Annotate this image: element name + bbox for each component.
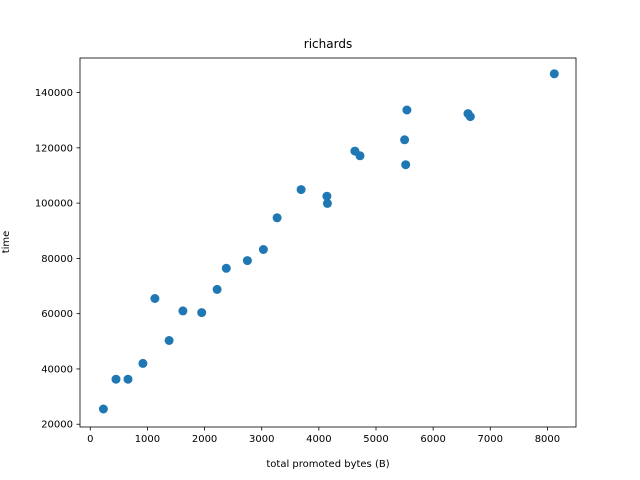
x-tick-label: 6000 [420,434,445,445]
x-tick-label: 4000 [306,434,331,445]
x-tick-label: 5000 [363,434,388,445]
y-tick-label: 120000 [35,143,73,154]
scatter-point-5 [164,336,174,345]
scatter-point-3 [138,358,148,368]
scatter-point-8 [212,284,222,294]
y-tick-label: 100000 [35,199,73,210]
y-axis-label: time [1,231,12,254]
y-tick-label: 60000 [41,309,73,320]
x-tick-label: 7000 [478,434,503,445]
scatter-point-7 [197,308,207,318]
y-tick-label: 140000 [35,88,73,99]
scatter-point-11 [258,245,268,254]
scatter-point-13 [296,185,306,195]
scatter-point-2 [123,374,133,384]
scatter-point-6 [178,306,188,316]
scatter-point-19 [401,160,411,170]
y-tick-label: 20000 [41,420,73,431]
scatter-point-0 [98,404,108,414]
y-tick-label: 80000 [41,254,73,265]
scatter-point-20 [402,105,412,115]
scatter-point-17 [355,151,365,161]
x-tick-label: 2000 [192,434,217,445]
x-tick-label: 8000 [535,434,560,445]
y-axis-ticks: 20000 40000 60000 80000 100000 120000 140000 [35,88,80,431]
plot-frame [79,57,577,428]
scatter-point-10 [242,256,252,266]
x-axis-label: total promoted bytes (B) [266,459,389,470]
x-axis-ticks: 0 1000 2000 3000 4000 5000 6000 7000 8000 [87,427,560,445]
scatter-point-23 [549,69,559,79]
x-tick-label: 0 [87,434,93,445]
scatter-point-22 [465,112,475,122]
x-tick-label: 1000 [135,434,160,445]
scatter-point-9 [221,263,231,273]
scatter-point-1 [111,374,121,384]
scatter-point-12 [272,213,282,223]
scatter-point-4 [150,294,160,303]
x-tick-label: 3000 [249,434,274,445]
scatter-point-18 [400,135,410,145]
scatter-point-15 [322,198,332,208]
data-points [98,69,559,414]
y-tick-label: 40000 [41,364,73,375]
chart-title: richards [304,37,352,51]
scatter-point-14 [322,191,332,201]
